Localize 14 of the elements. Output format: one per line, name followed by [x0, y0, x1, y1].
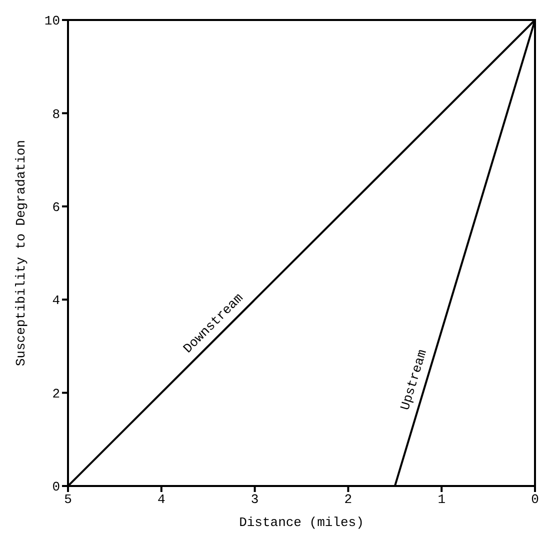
- x-axis-title: Distance (miles): [239, 515, 364, 530]
- y-tick-label: 4: [52, 293, 60, 308]
- y-tick-label: 10: [44, 14, 60, 29]
- y-tick-label: 2: [52, 386, 60, 402]
- y-tick-label: 0: [52, 480, 60, 495]
- x-tick-label: 1: [438, 492, 446, 508]
- y-axis-title: Susceptibility to Degradation: [14, 140, 29, 366]
- x-tick-label: 2: [344, 492, 352, 508]
- x-tick-label: 4: [157, 492, 166, 508]
- x-tick-label: 3: [250, 492, 259, 508]
- y-tick-label: 6: [52, 200, 60, 216]
- x-tick-label: 0: [531, 492, 539, 508]
- x-tick-label: 5: [64, 492, 72, 508]
- y-tick-label: 8: [52, 106, 60, 122]
